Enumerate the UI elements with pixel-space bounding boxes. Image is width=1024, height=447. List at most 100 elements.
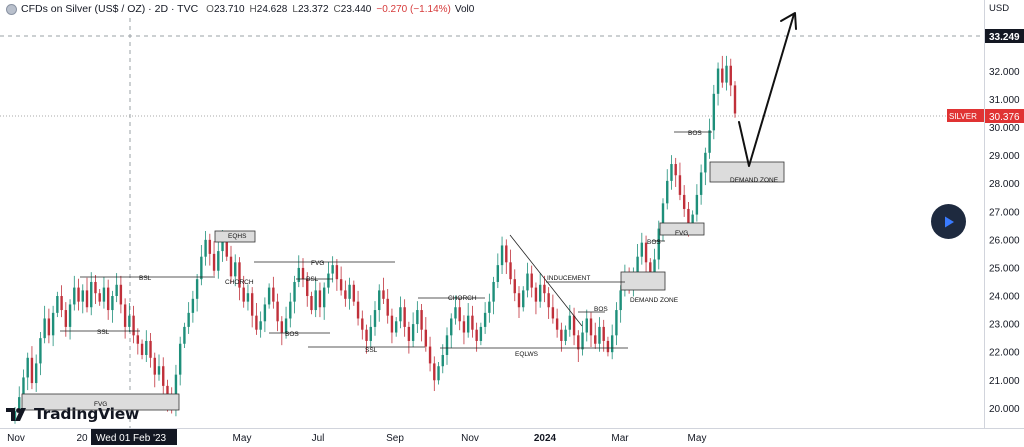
fvg-zone-high bbox=[659, 222, 705, 236]
candle-body bbox=[111, 296, 114, 311]
price-tick-label: 28.000 bbox=[989, 179, 1020, 190]
candle-body bbox=[420, 310, 423, 330]
price-tick-label: 22.000 bbox=[989, 348, 1020, 359]
candle-body bbox=[365, 329, 368, 341]
candle-body bbox=[712, 93, 716, 131]
candle-body bbox=[522, 290, 525, 308]
demand-zone-1 bbox=[620, 271, 666, 291]
candle-body bbox=[670, 164, 673, 181]
price-tick-label: 27.000 bbox=[989, 207, 1020, 218]
candle-body bbox=[128, 315, 131, 327]
label-bos-3: BOS bbox=[688, 130, 702, 137]
candle-body bbox=[577, 335, 580, 350]
time-axis[interactable]: Nov 20 May Jul Sep Nov 2024 Mar May bbox=[7, 433, 706, 444]
candle-body bbox=[306, 279, 309, 297]
label-chorch-1: CHORCH bbox=[225, 279, 254, 286]
candle-body bbox=[77, 287, 80, 302]
price-tick-label: 23.000 bbox=[989, 320, 1020, 331]
time-tick-label: Nov bbox=[7, 433, 25, 444]
candle-body bbox=[509, 262, 512, 280]
candle-body bbox=[276, 301, 279, 322]
candle-body bbox=[115, 284, 118, 297]
candle-body bbox=[733, 85, 737, 114]
ohlc-volume: Vol0 bbox=[454, 3, 475, 15]
price-axis[interactable]: 20.000 21.000 22.000 23.000 24.000 25.000 26.0… bbox=[989, 67, 1020, 415]
candle-body bbox=[356, 301, 360, 319]
candle-body bbox=[678, 175, 682, 195]
candle-body bbox=[547, 293, 550, 308]
symbol-title[interactable]: CFDs on Silver (US$ / OZ) · 2D · TVC bbox=[21, 3, 199, 15]
label-demand-1: DEMAND ZONE bbox=[630, 297, 679, 304]
candle-body bbox=[178, 343, 182, 375]
candle-body bbox=[390, 315, 394, 333]
candle-body bbox=[297, 267, 300, 282]
candle-body bbox=[22, 377, 25, 398]
candle-body bbox=[39, 338, 42, 364]
candle-body bbox=[187, 312, 190, 327]
candle-body bbox=[183, 326, 186, 344]
candle-body bbox=[496, 265, 500, 282]
candle-body bbox=[526, 273, 529, 291]
candle-body bbox=[217, 251, 220, 271]
candle-body bbox=[47, 318, 51, 336]
candle-body bbox=[310, 296, 313, 311]
candle-body bbox=[293, 281, 296, 302]
candle-body bbox=[606, 340, 610, 353]
tradingview-logo[interactable]: TradingView bbox=[6, 402, 139, 426]
candle-body bbox=[572, 315, 576, 336]
candle-body bbox=[657, 228, 660, 260]
candle-body bbox=[416, 310, 419, 325]
time-tick-label: May bbox=[233, 433, 252, 444]
candle-body bbox=[267, 287, 271, 305]
tradingview-logo-text: TradingView bbox=[34, 405, 140, 423]
candle-body bbox=[704, 152, 707, 173]
candle-body bbox=[649, 262, 652, 280]
candle-body bbox=[361, 318, 364, 330]
annotation-labels: BSL SSL BOS FVG BSL SSL CHORCH EQLWS BOS… bbox=[94, 130, 779, 408]
candle-body bbox=[585, 318, 588, 333]
candle-body bbox=[661, 203, 665, 229]
candle-body bbox=[90, 281, 93, 308]
candle-body bbox=[255, 315, 258, 330]
candle-body bbox=[471, 315, 474, 330]
price-tick-label: 31.000 bbox=[989, 95, 1020, 106]
label-eqlws: EQLWS bbox=[515, 351, 539, 358]
candle-body bbox=[195, 279, 199, 299]
candle-body bbox=[454, 307, 457, 319]
candle-body bbox=[157, 366, 161, 375]
candle-body bbox=[725, 65, 728, 83]
candle-body bbox=[695, 194, 699, 215]
label-chorch-2: CHORCH bbox=[448, 295, 477, 302]
candle-body bbox=[382, 290, 385, 299]
candle-body bbox=[212, 253, 216, 271]
candle-body bbox=[505, 245, 508, 263]
candle-body bbox=[272, 287, 275, 302]
candle-body bbox=[327, 273, 330, 288]
candle-body bbox=[729, 65, 732, 86]
candle-body bbox=[551, 307, 555, 319]
candle-body bbox=[479, 326, 483, 341]
candle-body bbox=[708, 130, 711, 153]
candle-body bbox=[26, 357, 29, 378]
replay-play-button[interactable] bbox=[931, 204, 966, 239]
candle-body bbox=[450, 318, 453, 336]
label-fvg-high: FVG bbox=[675, 230, 688, 237]
label-bos-1: BOS bbox=[285, 331, 299, 338]
ohlc-change: −0.270 (−1.14%) bbox=[376, 3, 451, 15]
candle-body bbox=[598, 326, 601, 344]
candle-body bbox=[513, 279, 516, 294]
candle-body bbox=[153, 357, 156, 375]
candle-body bbox=[331, 265, 334, 274]
candle-body bbox=[441, 354, 444, 367]
candle-body bbox=[301, 267, 305, 280]
candle-body bbox=[344, 290, 347, 299]
candle-body bbox=[399, 307, 402, 322]
symbol-header[interactable]: CFDs on Silver (US$ / OZ) · 2D · TVC O23… bbox=[0, 0, 474, 18]
candle-body bbox=[424, 329, 428, 347]
candle-body bbox=[68, 304, 72, 327]
eqhs-zone bbox=[214, 230, 256, 243]
label-bsl-1: BSL bbox=[139, 275, 152, 282]
candle-body bbox=[229, 256, 233, 277]
candle-body bbox=[136, 335, 140, 344]
